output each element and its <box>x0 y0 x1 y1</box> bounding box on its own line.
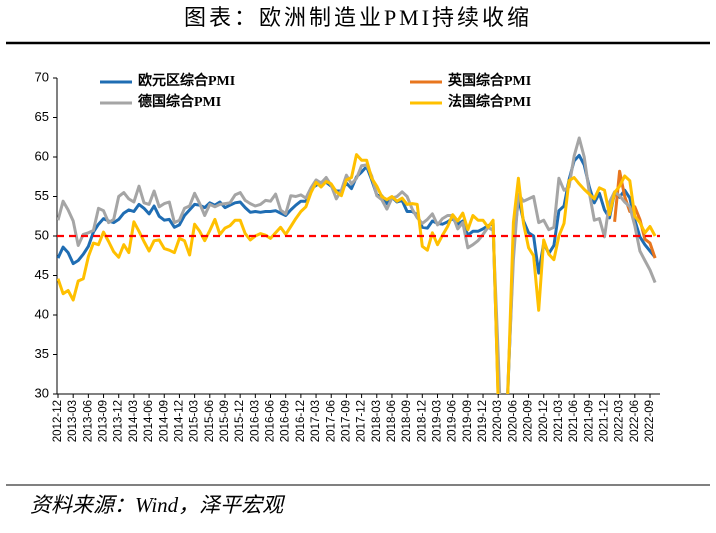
legend-label: 欧元区综合PMI <box>138 72 235 89</box>
x-tick-label: 2017-03 <box>310 400 322 442</box>
x-tick-label: 2022-03 <box>614 400 626 442</box>
x-tick-label: 2016-06 <box>265 400 277 442</box>
x-tick-label: 2020-09 <box>523 400 535 442</box>
x-tick-label: 2014-06 <box>143 400 155 442</box>
y-tick-label: 40 <box>35 306 49 321</box>
x-tick-label: 2015-03 <box>189 400 201 442</box>
x-tick-label: 2020-03 <box>492 400 504 442</box>
chart-title: 图表：欧洲制造业PMI持续收缩 <box>184 5 532 30</box>
x-tick-label: 2021-12 <box>598 400 610 442</box>
x-tick-label: 2021-03 <box>553 400 565 442</box>
plot-lines <box>57 136 657 394</box>
x-tick-label: 2014-09 <box>158 400 170 442</box>
x-tick-label: 2020-06 <box>507 400 519 442</box>
x-tick-label: 2015-06 <box>204 400 216 442</box>
x-tick-label: 2019-06 <box>447 400 459 442</box>
x-tick-label: 2022-06 <box>629 400 641 442</box>
x-tick-label: 2013-09 <box>98 400 110 442</box>
x-tick-label: 2019-03 <box>432 400 444 442</box>
x-tick-label: 2018-03 <box>371 400 383 442</box>
x-tick-label: 2012-12 <box>52 400 64 442</box>
x-tick-label: 2016-03 <box>249 400 261 442</box>
y-tick-label: 45 <box>35 267 49 282</box>
series-line <box>57 136 657 394</box>
x-tick-label: 2018-06 <box>386 400 398 442</box>
series-line <box>57 153 657 394</box>
y-tick-label: 30 <box>35 385 49 400</box>
x-tick-label: 2018-12 <box>416 400 428 442</box>
x-tick-label: 2018-09 <box>401 400 413 442</box>
x-tick-label: 2015-12 <box>234 400 246 442</box>
x-tick-label: 2013-03 <box>67 400 79 442</box>
legend-label: 德国综合PMI <box>138 93 221 110</box>
y-tick-label: 35 <box>35 346 49 361</box>
y-tick-label: 65 <box>35 109 49 124</box>
x-tick-label: 2021-06 <box>568 400 580 442</box>
legend-label: 法国综合PMI <box>448 93 531 110</box>
y-tick-label: 50 <box>35 227 49 242</box>
x-tick-label: 2015-09 <box>219 400 231 442</box>
y-tick-label: 70 <box>35 69 49 84</box>
x-tick-label: 2013-12 <box>113 400 125 442</box>
x-tick-label: 2014-03 <box>128 400 140 442</box>
x-tick-label: 2019-09 <box>462 400 474 442</box>
x-tick-label: 2017-09 <box>340 400 352 442</box>
x-tick-label: 2022-09 <box>644 400 656 442</box>
x-tick-label: 2021-09 <box>583 400 595 442</box>
x-tick-label: 2017-12 <box>356 400 368 442</box>
y-tick-label: 55 <box>35 188 49 203</box>
x-tick-label: 2013-06 <box>82 400 94 442</box>
legend-label: 英国综合PMI <box>447 72 531 89</box>
x-tick-label: 2016-09 <box>280 400 292 442</box>
y-tick-label: 60 <box>35 148 49 163</box>
x-tick-label: 2017-06 <box>325 400 337 442</box>
x-tick-label: 2019-12 <box>477 400 489 442</box>
x-tick-label: 2016-12 <box>295 400 307 442</box>
x-tick-label: 2020-12 <box>538 400 550 442</box>
source-note: 资料来源：Wind，泽平宏观 <box>30 493 286 517</box>
x-tick-label: 2014-12 <box>173 400 185 442</box>
